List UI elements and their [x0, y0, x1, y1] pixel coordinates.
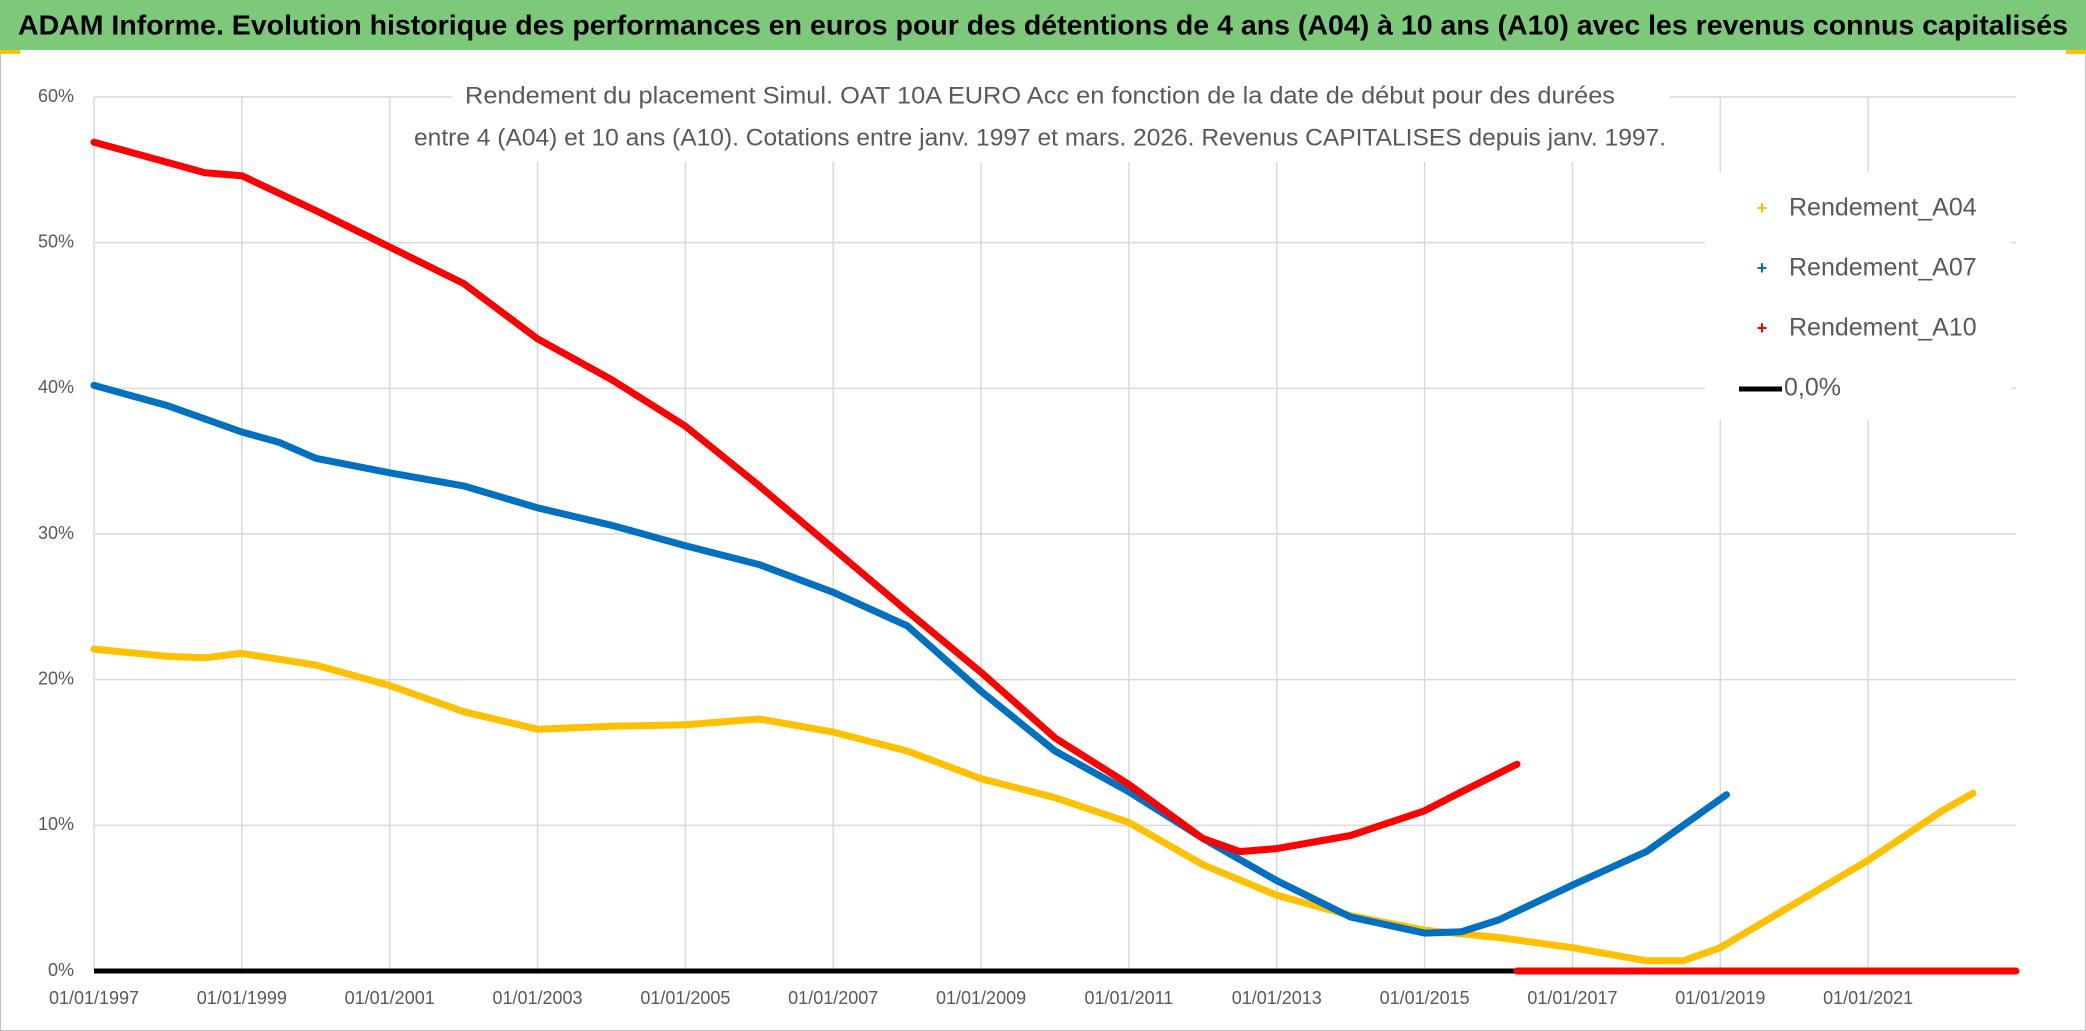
- legend-label: Rendement_A07: [1789, 254, 1977, 282]
- legend-label: 0,0%: [1784, 374, 1841, 402]
- title-background: [452, 78, 1670, 162]
- x-tick-label: 01/01/2015: [1380, 988, 1470, 1008]
- x-tick-label: 01/01/1999: [197, 988, 287, 1008]
- x-tick-label: 01/01/2001: [345, 988, 435, 1008]
- legend-marker: +: [1757, 198, 1768, 218]
- x-tick-label: 01/01/2007: [788, 988, 878, 1008]
- y-tick-label: 10%: [38, 814, 74, 834]
- legend-marker: +: [1757, 318, 1768, 338]
- x-tick-label: 01/01/2017: [1527, 988, 1617, 1008]
- y-tick-label: 0%: [48, 960, 74, 980]
- legend-label: Rendement_A10: [1789, 314, 1977, 342]
- x-tick-label: 01/01/2021: [1823, 988, 1913, 1008]
- y-tick-label: 60%: [38, 86, 74, 106]
- x-tick-label: 01/01/2005: [640, 988, 730, 1008]
- x-tick-label: 01/01/2011: [1085, 988, 1174, 1008]
- legend: + Rendement_A04 + Rendement_A07 + Rendement_A…: [1739, 194, 1977, 402]
- legend-marker: +: [1757, 258, 1768, 278]
- legend-label: Rendement_A04: [1789, 194, 1977, 222]
- y-tick-label: 30%: [38, 523, 74, 543]
- y-tick-label: 20%: [38, 668, 74, 688]
- x-tick-label: 01/01/2009: [936, 988, 1026, 1008]
- header-title: ADAM Informe. Evolution historique des p…: [18, 9, 2068, 40]
- x-tick-label: 01/01/1997: [49, 988, 139, 1008]
- corner: [0, 50, 20, 54]
- chart-title: entre 4 (A04) et 10 ans (A10). Cotations…: [414, 124, 1666, 151]
- chart-title: Rendement du placement Simul. OAT 10A EU…: [465, 82, 1615, 109]
- y-tick-label: 40%: [38, 377, 74, 397]
- x-tick-label: 01/01/2013: [1232, 988, 1322, 1008]
- series-line: [90, 138, 2020, 975]
- y-tick-label: 50%: [38, 231, 74, 251]
- x-tick-label: 01/01/2003: [492, 988, 582, 1008]
- series-line: [90, 645, 1977, 965]
- plot: 0% 10% 20% 30% 40% 50% 60% 01/01/1997 01/01/1999…: [38, 86, 2020, 1008]
- x-tick-label: 01/01/2019: [1675, 988, 1765, 1008]
- series-line: [90, 381, 1730, 937]
- legend-box: [1705, 172, 2011, 420]
- corner: [2066, 50, 2086, 54]
- header-bar: [0, 0, 2086, 50]
